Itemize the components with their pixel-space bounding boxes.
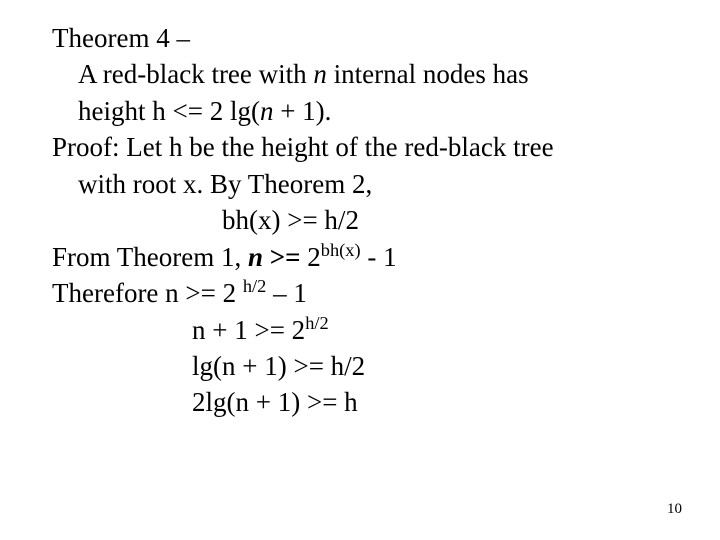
exponent-h2: h/2: [243, 276, 266, 296]
var-n-bold: n: [248, 242, 270, 272]
slide: Theorem 4 – A red-black tree with n inte…: [0, 0, 720, 540]
line-theorem-title: Theorem 4 –: [52, 20, 668, 56]
text: – 1: [266, 278, 307, 308]
line-bh-inequality: bh(x) >= h/2: [52, 202, 668, 238]
var-n: n: [313, 59, 327, 89]
text: Therefore n >= 2: [52, 278, 243, 308]
text: internal nodes has: [327, 59, 529, 89]
slide-body: Theorem 4 – A red-black tree with n inte…: [52, 20, 668, 421]
exponent-bhx: bh(x): [321, 240, 361, 260]
text: - 1: [361, 242, 397, 272]
line-theorem-stmt-1: A red-black tree with n internal nodes h…: [52, 56, 668, 92]
line-proof-intro-2: with root x. By Theorem 2,: [52, 166, 668, 202]
text: n + 1 >= 2: [192, 315, 305, 345]
text: 2: [307, 242, 321, 272]
line-2lg: 2lg(n + 1) >= h: [52, 384, 668, 420]
text: From Theorem 1,: [52, 242, 248, 272]
text: A red-black tree with: [78, 59, 313, 89]
line-proof-intro-1: Proof: Let h be the height of the red-bl…: [52, 129, 668, 165]
line-nplus1: n + 1 >= 2h/2: [52, 312, 668, 348]
ge-bold: >=: [270, 242, 308, 272]
line-lg: lg(n + 1) >= h/2: [52, 348, 668, 384]
line-from-theorem-1: From Theorem 1, n >= 2bh(x) - 1: [52, 239, 668, 275]
exponent-h2: h/2: [305, 313, 328, 333]
line-therefore: Therefore n >= 2 h/2 – 1: [52, 275, 668, 311]
var-n: n: [260, 96, 274, 126]
text: + 1).: [273, 96, 331, 126]
page-number: 10: [667, 501, 682, 518]
line-theorem-stmt-2: height h <= 2 lg(n + 1).: [52, 93, 668, 129]
text: height h <= 2 lg(: [78, 96, 260, 126]
